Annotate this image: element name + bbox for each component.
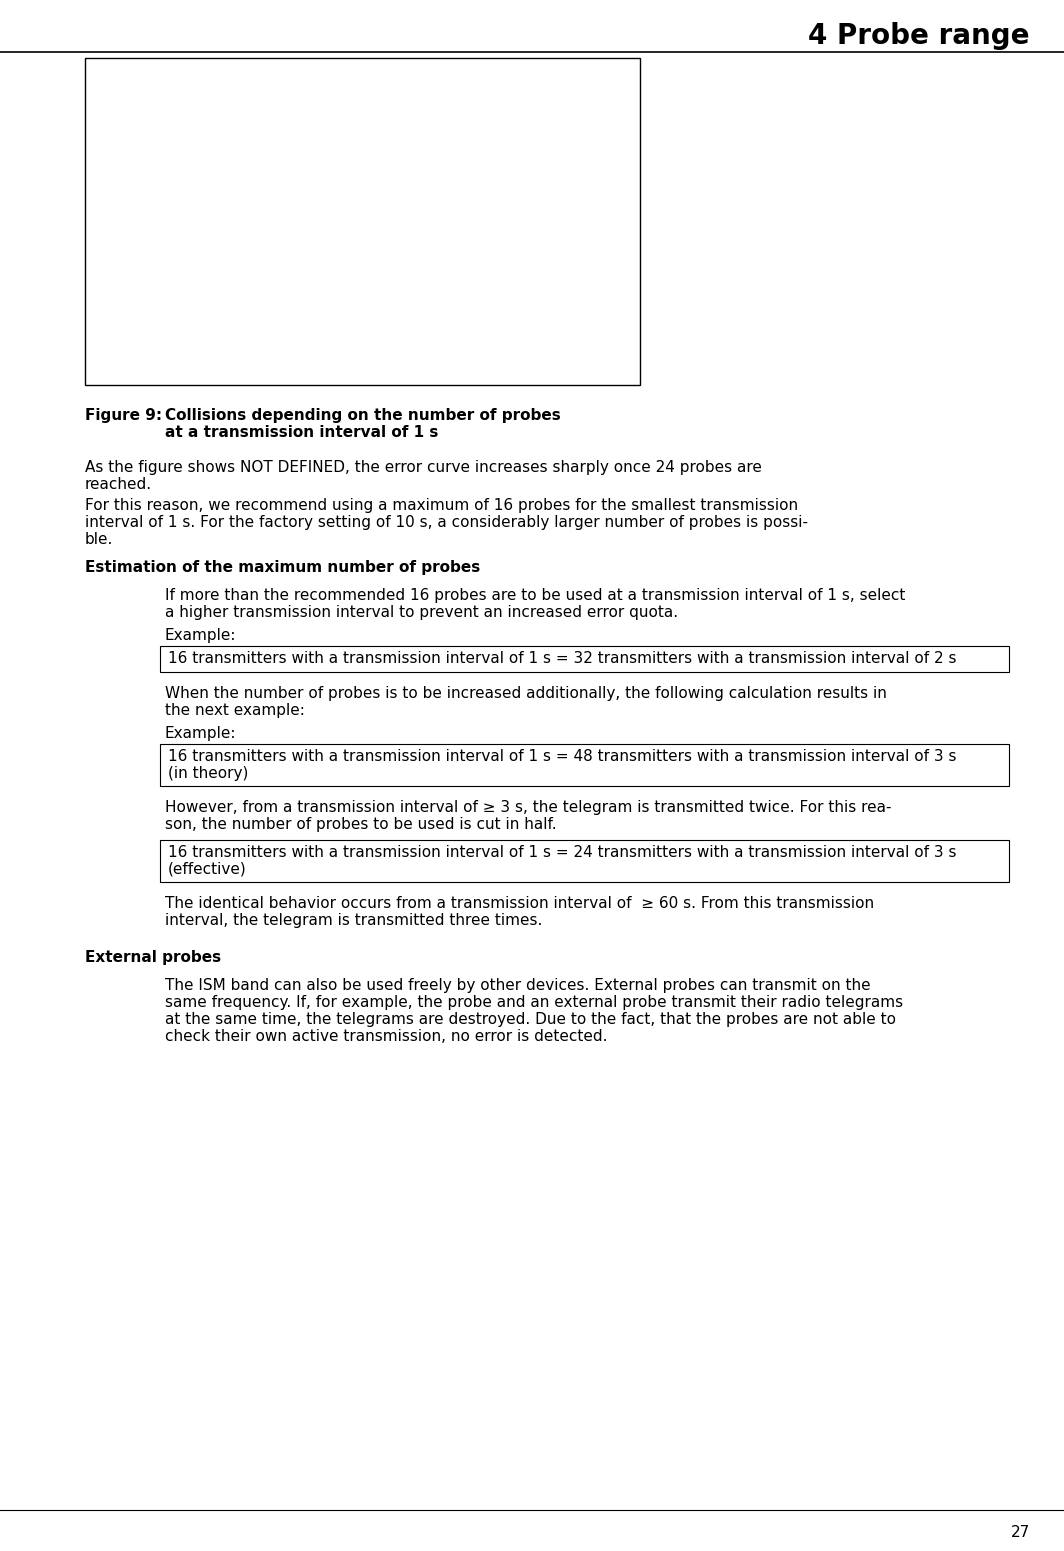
Text: Figure 9:: Figure 9: xyxy=(85,408,162,423)
Text: (effective): (effective) xyxy=(168,862,247,876)
Text: check their own active transmission, no error is detected.: check their own active transmission, no … xyxy=(165,1028,608,1044)
Text: interval of 1 s. For the factory setting of 10 s, a considerably larger number o: interval of 1 s. For the factory setting… xyxy=(85,515,808,530)
Text: Estimation of the maximum number of probes: Estimation of the maximum number of prob… xyxy=(85,560,480,575)
Text: ble.: ble. xyxy=(85,532,114,548)
Text: interval, the telegram is transmitted three times.: interval, the telegram is transmitted th… xyxy=(165,914,543,927)
Text: reached.: reached. xyxy=(85,478,152,492)
Text: the next example:: the next example: xyxy=(165,703,305,718)
Text: 16 transmitters with a transmission interval of 1 s = 32 transmitters with a tra: 16 transmitters with a transmission inte… xyxy=(168,651,957,665)
Text: a higher transmission interval to prevent an increased error quota.: a higher transmission interval to preven… xyxy=(165,605,678,620)
Text: As the figure shows NOT DEFINED, the error curve increases sharply once 24 probe: As the figure shows NOT DEFINED, the err… xyxy=(85,461,762,475)
Text: 4 Probe range: 4 Probe range xyxy=(809,22,1030,50)
Text: The ISM band can also be used freely by other devices. External probes can trans: The ISM band can also be used freely by … xyxy=(165,979,870,993)
Text: 27: 27 xyxy=(1011,1525,1030,1540)
Text: 16 transmitters with a transmission interval of 1 s = 24 transmitters with a tra: 16 transmitters with a transmission inte… xyxy=(168,845,957,859)
Text: The identical behavior occurs from a transmission interval of  ≥ 60 s. From this: The identical behavior occurs from a tra… xyxy=(165,896,875,910)
Text: External probes: External probes xyxy=(85,951,221,965)
Text: same frequency. If, for example, the probe and an external probe transmit their : same frequency. If, for example, the pro… xyxy=(165,996,903,1010)
Text: at a transmission interval of 1 s: at a transmission interval of 1 s xyxy=(165,425,438,440)
Text: For this reason, we recommend using a maximum of 16 probes for the smallest tran: For this reason, we recommend using a ma… xyxy=(85,498,798,513)
Text: (in theory): (in theory) xyxy=(168,766,248,782)
Text: Collisions depending on the number of probes: Collisions depending on the number of pr… xyxy=(165,408,561,423)
Bar xyxy=(160,647,1009,672)
Bar xyxy=(160,744,1009,786)
Text: Number of probes: Number of probes xyxy=(368,355,532,371)
Text: son, the number of probes to be used is cut in half.: son, the number of probes to be used is … xyxy=(165,817,556,831)
Text: If more than the recommended 16 probes are to be used at a transmission interval: If more than the recommended 16 probes a… xyxy=(165,588,905,603)
Text: Example:: Example: xyxy=(165,726,236,741)
Bar xyxy=(160,841,1009,883)
Text: Example:: Example: xyxy=(165,628,236,644)
Text: 16 transmitters with a transmission interval of 1 s = 48 transmitters with a tra: 16 transmitters with a transmission inte… xyxy=(168,749,957,765)
Text: However, from a transmission interval of ≥ 3 s, the telegram is transmitted twic: However, from a transmission interval of… xyxy=(165,800,892,814)
Text: When the number of probes is to be increased additionally, the following calcula: When the number of probes is to be incre… xyxy=(165,686,887,701)
Text: at the same time, the telegrams are destroyed. Due to the fact, that the probes : at the same time, the telegrams are dest… xyxy=(165,1011,896,1027)
Text: Fault increase: Fault increase xyxy=(157,124,172,251)
